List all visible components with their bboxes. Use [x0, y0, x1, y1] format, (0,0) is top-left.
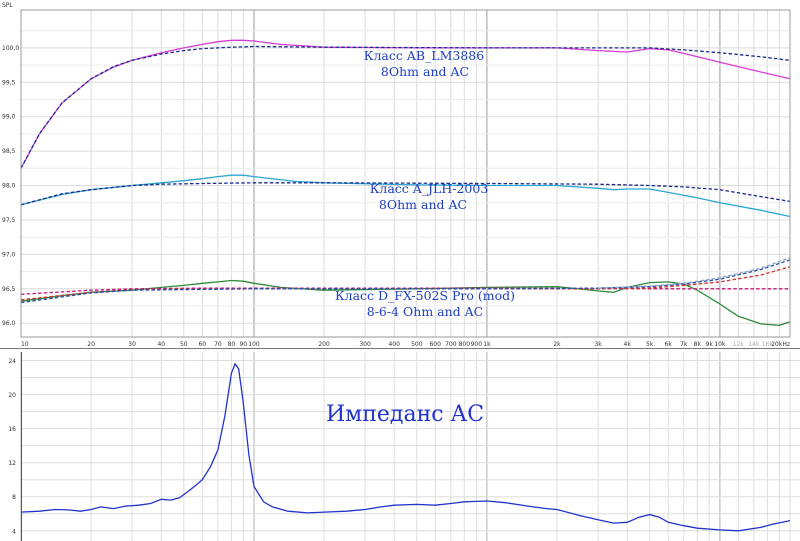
spl-x-tick-label: 1k: [483, 341, 491, 348]
spl-x-tick-label: 20: [87, 341, 95, 348]
spl-x-tick-label: 100: [248, 341, 260, 348]
spl-x-tick-label: 14k: [748, 341, 760, 348]
spl-x-tick-label: 4k: [624, 341, 632, 348]
spl-x-tick-label: 300: [359, 341, 371, 348]
spl-series-line-6: [20, 266, 791, 301]
spl-plot-frame: [20, 9, 791, 338]
spl-y-axis-label: SPL: [2, 2, 13, 9]
spl-x-tick-label: 6k: [665, 341, 673, 348]
spl-y-tick-label: 96,5: [2, 286, 16, 293]
impedance-y-tick-label: 4: [12, 528, 16, 535]
spl-x-tick-label: 2k: [553, 341, 561, 348]
impedance-chart: 4 8 12 16 20 24 Импеданс АС: [8, 352, 800, 541]
spl-x-tick-label: 70: [214, 341, 222, 348]
spl-x-tick-label: 3k: [594, 341, 602, 348]
spl-y-tick-label: 96,0: [2, 320, 16, 327]
spl-y-tick-label: 100,0: [2, 45, 19, 52]
impedance-grid: [20, 352, 800, 541]
spl-x-tick-label: 8k: [694, 341, 702, 348]
spl-x-tick-label: 12k: [733, 341, 745, 348]
spl-x-tick-label: 600: [429, 341, 441, 348]
spl-x-tick-label: 7k: [680, 341, 688, 348]
spl-y-tick-label: 99,0: [2, 114, 16, 121]
spl-x-tick-label: 10: [21, 341, 29, 348]
impedance-series-line-0: [20, 362, 791, 532]
impedance-y-tick-labels: 4 8 12 16 20 24: [8, 358, 16, 535]
spl-x-tick-label: 400: [388, 341, 400, 348]
spl-x-tick-label: 9k: [706, 341, 714, 348]
spl-x-tick-label: 5k: [646, 341, 654, 348]
annotation-d-line2: 8-6-4 Ohm and AC: [367, 304, 483, 319]
impedance-plot-area: [21, 352, 800, 541]
spl-x-tick-label: 40: [157, 341, 165, 348]
spl-x-tick-label: 500: [411, 341, 423, 348]
spl-x-tick-label: 800: [459, 341, 471, 348]
spl-y-tick-label: 97,0: [2, 251, 16, 258]
spl-x-tick-label: 900: [471, 341, 483, 348]
spl-chart: 96,0 96,5 97,0 97,5 98,0 98,5 99,0 99,5 100,0 10…: [2, 2, 791, 348]
spl-y-tick-label: 97,5: [2, 217, 16, 224]
spl-x-tick-label: 30: [128, 341, 136, 348]
spl-series-line-5: [20, 287, 790, 295]
impedance-y-tick-label: 12: [8, 460, 16, 467]
spl-x-tick-label: 80: [228, 341, 236, 348]
spl-series-group: [20, 39, 791, 326]
spl-y-tick-label: 99,5: [2, 79, 16, 86]
impedance-series-group: [20, 362, 791, 532]
impedance-title: Импеданс АС: [326, 402, 484, 427]
impedance-y-tick-label: 8: [12, 494, 16, 501]
spl-x-tick-label: 10k: [714, 341, 726, 348]
spl-y-tick-labels: 96,0 96,5 97,0 97,5 98,0 98,5 99,0 99,5 100,0: [2, 45, 19, 327]
impedance-y-tick-label: 20: [8, 392, 16, 399]
spl-series-line-8: [598, 257, 791, 289]
spl-x-tick-label: 700: [445, 341, 457, 348]
spl-y-tick-label: 98,0: [2, 183, 16, 190]
annotation-ab-line2: 8Ohm and AC: [381, 64, 469, 79]
spl-x-tick-label: 60: [198, 341, 206, 348]
spl-x-tick-labels: 10 20 30 40 50 60 70 80 90 100 200 300 400 500 600 700 8…: [21, 341, 790, 348]
annotation-d-line1: Класс D_FX-502S Pro (mod): [335, 288, 515, 303]
spl-x-tick-label: 16k: [762, 341, 774, 348]
annotation-ab-line1: Класс AB_LM3886: [364, 48, 484, 63]
spl-y-tick-label: 98,5: [2, 148, 16, 155]
annotation-a-line2: 8Ohm and AC: [379, 197, 467, 212]
spl-x-tick-label: 50: [180, 341, 188, 348]
spl-x-tick-label: 90: [239, 341, 247, 348]
annotation-a-line1: Класс A_JLH-2003: [370, 181, 489, 196]
spl-series-line-3: [20, 182, 791, 206]
spl-x-tick-label: 200: [318, 341, 330, 348]
spl-x-tick-label: 20kHz: [771, 341, 790, 348]
impedance-y-tick-label: 16: [8, 426, 16, 433]
impedance-y-tick-label: 24: [8, 358, 16, 365]
spl-series-line-1: [20, 45, 791, 169]
